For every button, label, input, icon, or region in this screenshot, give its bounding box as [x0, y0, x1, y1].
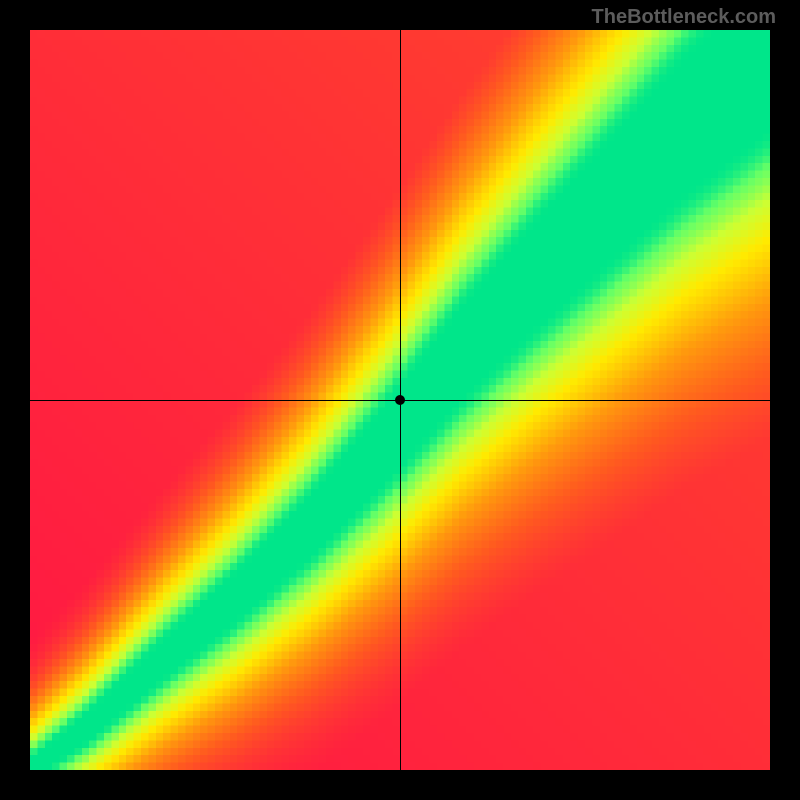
- plot-area: [30, 30, 770, 770]
- watermark-text: TheBottleneck.com: [592, 6, 776, 29]
- marker-dot: [395, 395, 405, 405]
